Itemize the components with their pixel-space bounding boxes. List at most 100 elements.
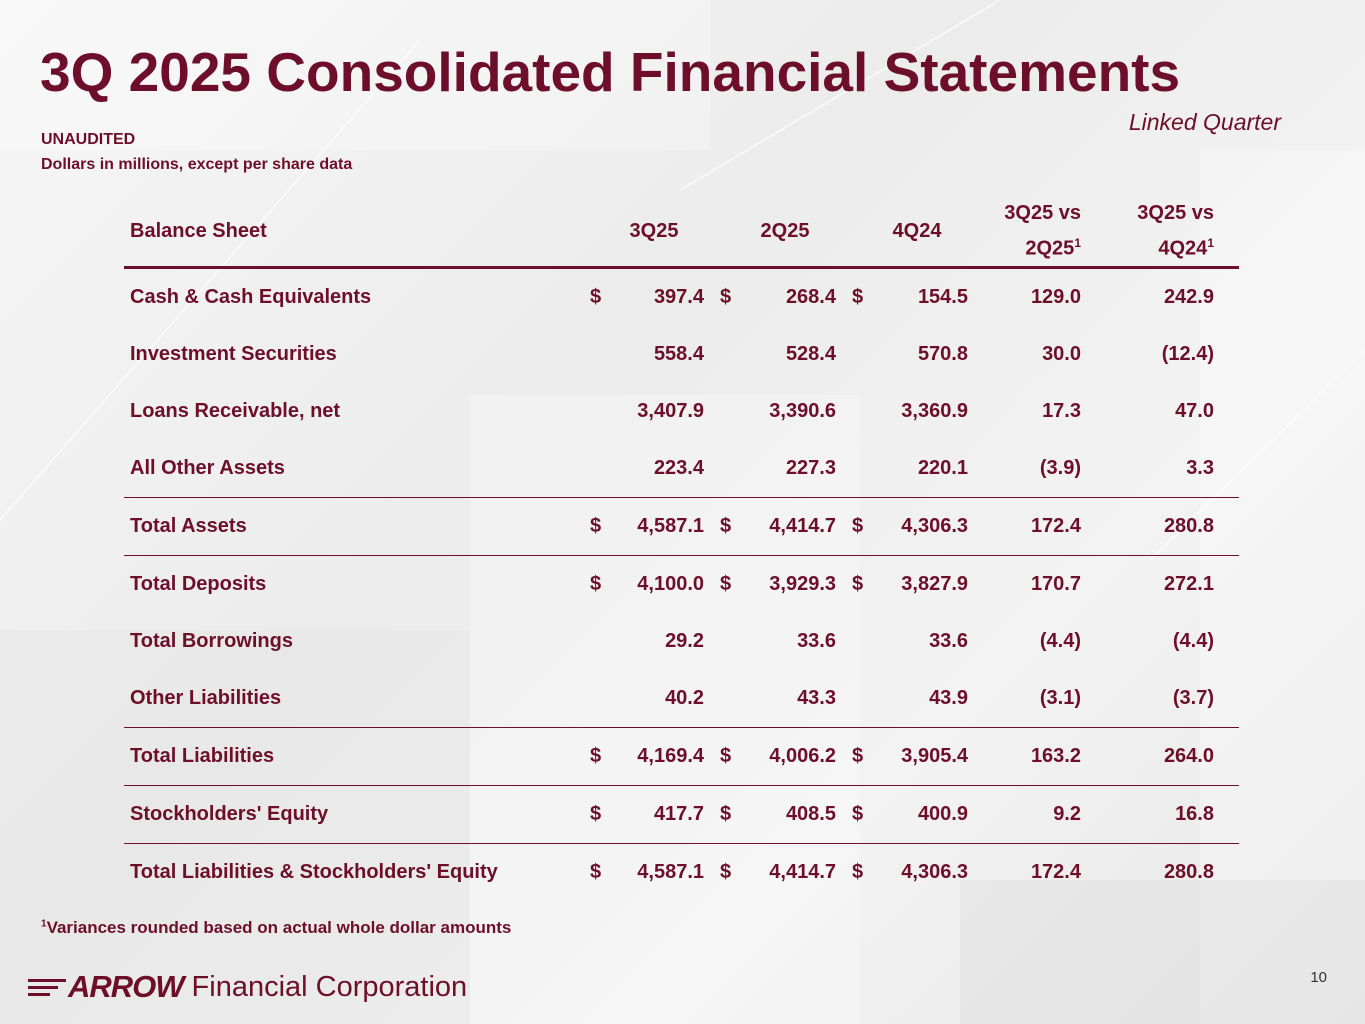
variance-vs-2q25: 163.2 bbox=[968, 727, 1081, 786]
dollar-sign-4q24 bbox=[836, 383, 868, 440]
row-label: Total Assets bbox=[124, 497, 574, 556]
row-spacer bbox=[1214, 383, 1239, 440]
table-row: Total Deposits $4,100.0 $3,929.3 $3,827.9 17… bbox=[124, 555, 1239, 613]
value-4q24: 33.6 bbox=[929, 630, 968, 652]
value-3q25: 3,407.9 bbox=[637, 400, 704, 422]
value-3q25: 4,100.0 bbox=[604, 555, 704, 613]
dollar-sign-2q25 bbox=[704, 440, 736, 498]
table-row: All Other Assets 223.4 227.3 220.1 (3.9) 3.3 bbox=[124, 440, 1239, 498]
table-row: Cash & Cash Equivalents $397.4 $268.4 $154.… bbox=[124, 268, 1239, 327]
row-label: Total Liabilities bbox=[124, 727, 574, 786]
row-spacer bbox=[1214, 268, 1239, 327]
dollar-sign-2q25: $ bbox=[704, 727, 736, 786]
variance-vs-4q24: (4.4) bbox=[1172, 630, 1214, 652]
value-4q24: 400.9 bbox=[868, 785, 968, 844]
variance-vs-2q25: 9.2 bbox=[968, 785, 1081, 844]
value-3q25: 4,169.4 bbox=[604, 727, 704, 786]
value-4q24: 570.8 bbox=[917, 343, 968, 365]
value-3q25: 558.4 bbox=[653, 343, 704, 365]
logo-name: Financial Corporation bbox=[191, 970, 468, 1003]
value-2q25: 4,006.2 bbox=[736, 727, 836, 786]
dollar-sign-3q25 bbox=[574, 440, 604, 498]
value-4q24: 43.9 bbox=[929, 687, 968, 709]
dollar-sign-2q25 bbox=[704, 326, 736, 383]
value-3q25: 417.7 bbox=[604, 785, 704, 844]
dollar-sign-4q24 bbox=[836, 326, 868, 383]
row-label: Cash & Cash Equivalents bbox=[130, 286, 372, 308]
value-2q25: 43.3 bbox=[797, 687, 836, 709]
units-note: Dollars in millions, except per share da… bbox=[41, 156, 353, 173]
dollar-sign-4q24: $ bbox=[852, 286, 864, 308]
table-row: Investment Securities 558.4 528.4 570.8 30.0… bbox=[124, 326, 1239, 383]
row-spacer bbox=[1214, 555, 1239, 613]
dollar-sign-2q25 bbox=[704, 670, 736, 728]
row-spacer bbox=[1214, 843, 1239, 901]
row-label: Other Liabilities bbox=[130, 687, 282, 709]
variance-vs-2q25: 129.0 bbox=[1030, 286, 1081, 308]
dollar-sign-4q24: $ bbox=[836, 843, 868, 901]
dollar-sign-3q25: $ bbox=[574, 497, 604, 556]
row-label: Stockholders' Equity bbox=[124, 785, 574, 844]
footnote-text: Variances rounded based on actual whole … bbox=[46, 918, 512, 937]
row-spacer bbox=[1214, 326, 1239, 383]
unaudited-note: UNAUDITED bbox=[41, 131, 136, 148]
row-spacer bbox=[1214, 727, 1239, 786]
logo-arrow-lines-icon bbox=[28, 978, 66, 996]
dollar-sign-3q25: $ bbox=[574, 727, 604, 786]
balance-sheet-table: Balance Sheet 3Q25 2Q25 4Q24 3Q25 vs 2Q2… bbox=[124, 196, 1239, 901]
value-4q24: 3,360.9 bbox=[901, 400, 968, 422]
logo-brand: ARROW bbox=[68, 969, 185, 1004]
table-row: Total Assets $4,587.1 $4,414.7 $4,306.3 172.… bbox=[124, 497, 1239, 556]
header-3q25: 3Q25 bbox=[629, 219, 679, 242]
header-var-4q24: 3Q25 vs 4Q241 bbox=[1081, 196, 1214, 268]
variance-vs-2q25: 170.7 bbox=[968, 555, 1081, 613]
dollar-sign-3q25 bbox=[574, 326, 604, 383]
variance-vs-2q25: 30.0 bbox=[1042, 343, 1081, 365]
dollar-sign-2q25: $ bbox=[704, 843, 736, 901]
value-3q25: 4,587.1 bbox=[604, 843, 704, 901]
header-var-4q24-line2: 4Q241 bbox=[1081, 228, 1214, 264]
table-row: Total Liabilities & Stockholders' Equity… bbox=[124, 843, 1239, 901]
row-label: Loans Receivable, net bbox=[130, 400, 341, 422]
value-4q24: 3,827.9 bbox=[868, 555, 968, 613]
variance-vs-2q25: 172.4 bbox=[968, 843, 1081, 901]
dollar-sign-3q25 bbox=[574, 670, 604, 728]
table-row: Total Liabilities $4,169.4 $4,006.2 $3,905.… bbox=[124, 727, 1239, 786]
header-var-2q25-quarter: 2Q25 bbox=[1025, 237, 1075, 260]
dollar-sign-3q25: $ bbox=[574, 785, 604, 844]
table-row: Total Borrowings 29.2 33.6 33.6 (4.4) (4.4) bbox=[124, 613, 1239, 670]
dollar-sign-3q25: $ bbox=[574, 555, 604, 613]
variance-vs-4q24: 3.3 bbox=[1186, 457, 1214, 479]
dollar-sign-4q24: $ bbox=[836, 555, 868, 613]
value-3q25: 4,587.1 bbox=[604, 497, 704, 556]
header-balance-sheet: Balance Sheet bbox=[130, 219, 267, 242]
variance-vs-4q24: 264.0 bbox=[1081, 727, 1214, 786]
variance-vs-2q25: 17.3 bbox=[1042, 400, 1081, 422]
value-2q25: 3,390.6 bbox=[769, 400, 836, 422]
table-row: Other Liabilities 40.2 43.3 43.9 (3.1) (3.7) bbox=[124, 670, 1239, 728]
row-spacer bbox=[1214, 670, 1239, 728]
value-2q25: 408.5 bbox=[736, 785, 836, 844]
dollar-sign-3q25: $ bbox=[590, 286, 602, 308]
value-4q24: 4,306.3 bbox=[868, 843, 968, 901]
dollar-sign-3q25: $ bbox=[574, 843, 604, 901]
variance-vs-4q24: 16.8 bbox=[1081, 785, 1214, 844]
value-3q25: 397.4 bbox=[653, 286, 704, 308]
value-2q25: 4,414.7 bbox=[736, 843, 836, 901]
value-2q25: 3,929.3 bbox=[736, 555, 836, 613]
row-label: Total Deposits bbox=[124, 555, 574, 613]
dollar-sign-4q24: $ bbox=[836, 785, 868, 844]
header-spacer bbox=[1214, 196, 1239, 268]
dollar-sign-3q25 bbox=[574, 613, 604, 670]
value-3q25: 223.4 bbox=[653, 457, 704, 479]
footnote-mark: 1 bbox=[41, 918, 47, 930]
row-spacer bbox=[1214, 497, 1239, 556]
value-2q25: 268.4 bbox=[785, 286, 836, 308]
variance-vs-4q24: 242.9 bbox=[1163, 286, 1214, 308]
footnote-mark: 1 bbox=[1207, 236, 1214, 251]
value-2q25: 227.3 bbox=[785, 457, 836, 479]
variance-vs-4q24: (3.7) bbox=[1172, 687, 1214, 709]
dollar-sign-3q25 bbox=[574, 383, 604, 440]
header-var-2q25-line2: 2Q251 bbox=[968, 228, 1081, 264]
dollar-sign-4q24 bbox=[836, 670, 868, 728]
